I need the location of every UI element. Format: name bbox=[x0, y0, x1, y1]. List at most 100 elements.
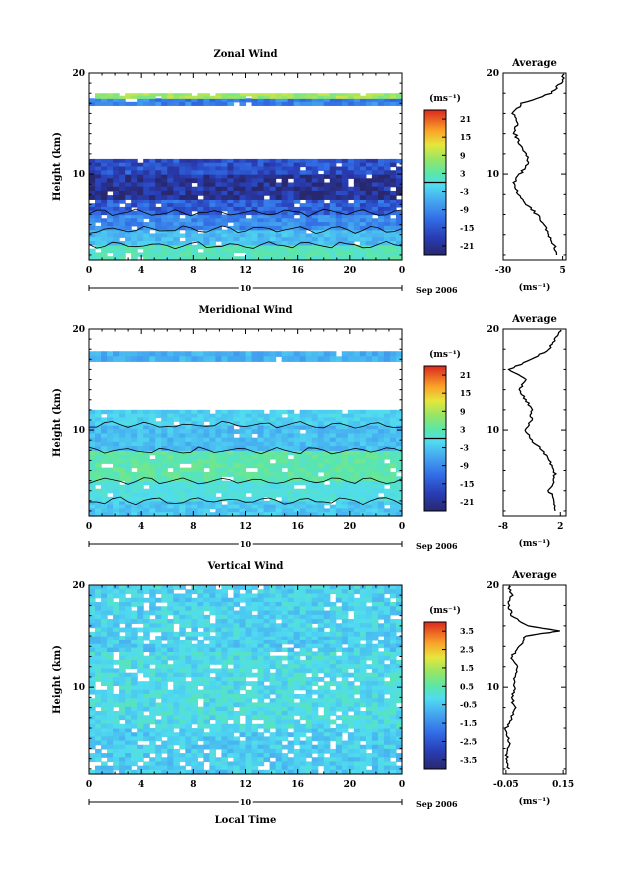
heatmap-cell bbox=[191, 159, 198, 163]
heatmap-cell bbox=[390, 249, 397, 253]
heatmap-cell bbox=[101, 183, 108, 188]
heatmap-cell bbox=[227, 187, 234, 192]
heatmap-cell bbox=[342, 433, 349, 438]
heatmap-cell bbox=[354, 505, 361, 509]
heatmap-cell bbox=[294, 761, 301, 766]
heatmap-cell bbox=[336, 159, 343, 163]
heatmap-cell bbox=[360, 442, 367, 447]
heatmap-cell bbox=[221, 715, 228, 720]
panel-title: Vertical Wind bbox=[207, 561, 284, 572]
heatmap-cell bbox=[227, 433, 234, 438]
heatmap-cell bbox=[119, 749, 126, 754]
heatmap-cell bbox=[173, 651, 180, 656]
heatmap-cell bbox=[203, 505, 210, 509]
heatmap-cell bbox=[378, 442, 385, 447]
heatmap-cell bbox=[125, 757, 132, 762]
heatmap-cell bbox=[185, 698, 192, 703]
heatmap-cell bbox=[264, 174, 271, 179]
heatmap-cell bbox=[360, 749, 367, 754]
heatmap-cell bbox=[300, 468, 307, 473]
heatmap-cell bbox=[131, 690, 138, 695]
heatmap-cell bbox=[167, 167, 174, 171]
heatmap-cell bbox=[306, 690, 313, 695]
heatmap-cell bbox=[366, 720, 373, 725]
heatmap-cell bbox=[312, 438, 319, 443]
heatmap-cell bbox=[233, 594, 240, 599]
heatmap-cell bbox=[342, 252, 349, 256]
heatmap-cell bbox=[390, 648, 397, 652]
heatmap-cell bbox=[330, 218, 337, 222]
heatmap-cell bbox=[294, 598, 301, 603]
heatmap-cell bbox=[300, 98, 307, 102]
heatmap-cell bbox=[107, 732, 114, 737]
heatmap-cell bbox=[324, 410, 331, 414]
heatmap-cell bbox=[119, 636, 126, 640]
heatmap-cell bbox=[185, 414, 192, 418]
heatmap-cell bbox=[318, 218, 325, 222]
heatmap-cell bbox=[384, 761, 391, 766]
heatmap-cell bbox=[179, 736, 186, 741]
heatmap-cell bbox=[149, 187, 156, 192]
heatmap-cell bbox=[191, 698, 198, 703]
heatmap-cell bbox=[131, 508, 138, 512]
heatmap-cell bbox=[101, 410, 108, 414]
heatmap-cell bbox=[318, 167, 325, 171]
heatmap-cell bbox=[215, 640, 222, 644]
heatmap-cell bbox=[324, 698, 331, 703]
heatmap-cell bbox=[113, 174, 120, 179]
heatmap-cell bbox=[312, 237, 319, 241]
x-tick-label: 0 bbox=[86, 522, 92, 532]
heatmap-cell bbox=[330, 203, 337, 207]
heatmap-cell bbox=[227, 715, 234, 720]
heatmap-cell bbox=[270, 249, 277, 253]
heatmap-cell bbox=[149, 472, 156, 477]
heatmap-cell bbox=[161, 472, 168, 477]
heatmap-cell bbox=[312, 724, 319, 729]
heatmap-cell bbox=[101, 170, 108, 174]
heatmap-cell bbox=[143, 463, 150, 468]
heatmap-cell bbox=[330, 438, 337, 443]
heatmap-cell bbox=[384, 598, 391, 603]
heatmap-cell bbox=[258, 218, 265, 222]
heatmap-cell bbox=[282, 356, 289, 362]
heatmap-cell bbox=[312, 485, 319, 490]
heatmap-cell bbox=[252, 446, 259, 451]
heatmap-cell bbox=[330, 664, 337, 669]
heatmap-cell bbox=[209, 159, 216, 163]
heatmap-cell bbox=[203, 96, 210, 99]
heatmap-cell bbox=[360, 594, 367, 599]
heatmap-cell bbox=[203, 651, 210, 656]
heatmap-cell bbox=[300, 648, 307, 652]
heatmap-cell bbox=[324, 732, 331, 737]
heatmap-cell bbox=[384, 508, 391, 512]
heatmap-cell bbox=[185, 724, 192, 729]
heatmap-cell bbox=[330, 96, 337, 99]
heatmap-cell bbox=[282, 648, 289, 652]
heatmap-cell bbox=[209, 594, 216, 599]
heatmap-cell bbox=[215, 698, 222, 703]
heatmap-cell bbox=[167, 195, 174, 200]
heatmap-cell bbox=[366, 96, 373, 99]
heatmap-cell bbox=[149, 183, 156, 188]
heatmap-cell bbox=[227, 233, 234, 237]
heatmap-cell bbox=[270, 438, 277, 443]
heatmap-cell bbox=[227, 170, 234, 174]
heatmap-cell bbox=[354, 493, 361, 498]
heatmap-cell bbox=[354, 191, 361, 196]
heatmap-cell bbox=[107, 178, 114, 183]
heatmap-cell bbox=[258, 417, 265, 421]
heatmap-cell bbox=[366, 673, 373, 678]
heatmap-cell bbox=[318, 455, 325, 460]
heatmap-cell bbox=[264, 745, 271, 750]
heatmap-cell bbox=[342, 442, 349, 447]
heatmap-cell bbox=[324, 183, 331, 188]
heatmap-cell bbox=[155, 589, 162, 594]
heatmap-cell bbox=[185, 237, 192, 241]
heatmap-cell bbox=[300, 636, 307, 640]
heatmap-cell bbox=[282, 463, 289, 468]
heatmap-cell bbox=[306, 222, 313, 226]
heatmap-cell bbox=[227, 230, 234, 234]
heatmap-cell bbox=[390, 183, 397, 188]
heatmap-cell bbox=[336, 673, 343, 678]
